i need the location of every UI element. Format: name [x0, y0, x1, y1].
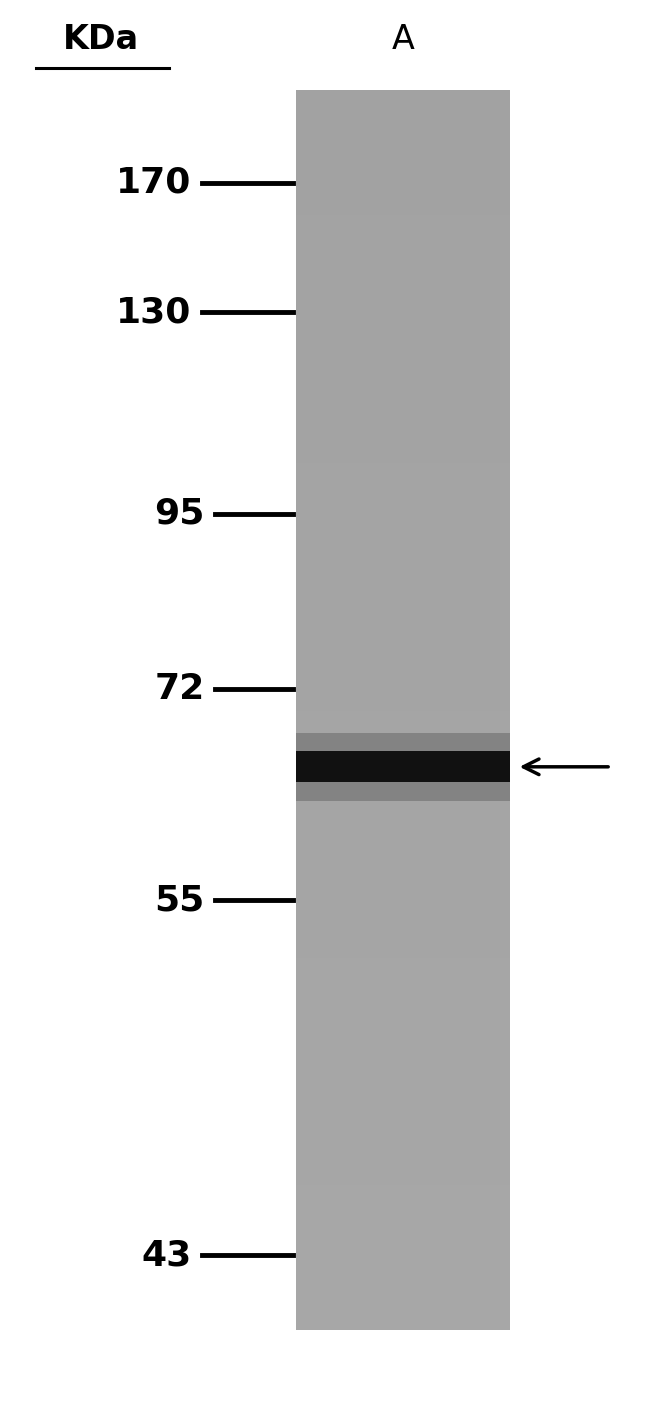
- Bar: [296, 214, 510, 236]
- Bar: [296, 1266, 510, 1289]
- Bar: [296, 297, 510, 318]
- Bar: [296, 317, 510, 339]
- Bar: [296, 461, 510, 484]
- Bar: [296, 606, 510, 628]
- Bar: [296, 545, 510, 566]
- Bar: [296, 895, 510, 917]
- Bar: [296, 91, 510, 1330]
- Bar: [296, 1019, 510, 1041]
- Bar: [296, 255, 510, 277]
- Bar: [296, 957, 510, 979]
- Text: 130: 130: [116, 295, 192, 329]
- Bar: [296, 440, 510, 463]
- Bar: [296, 131, 510, 153]
- Bar: [296, 1040, 510, 1061]
- Text: 55: 55: [155, 884, 205, 917]
- Text: 43: 43: [142, 1238, 192, 1272]
- Bar: [296, 111, 510, 132]
- Bar: [296, 1102, 510, 1123]
- Text: 170: 170: [116, 166, 192, 200]
- Bar: [296, 854, 510, 875]
- Text: KDa: KDa: [62, 23, 139, 56]
- Bar: [296, 751, 510, 782]
- Bar: [296, 421, 510, 442]
- Text: 95: 95: [155, 497, 205, 530]
- Bar: [296, 750, 510, 772]
- Bar: [296, 173, 510, 194]
- Bar: [296, 483, 510, 504]
- Bar: [296, 812, 510, 834]
- Bar: [296, 771, 510, 794]
- Bar: [296, 193, 510, 215]
- Bar: [296, 1059, 510, 1082]
- Bar: [296, 647, 510, 670]
- Bar: [296, 338, 510, 360]
- Text: 72: 72: [155, 673, 205, 706]
- Text: A: A: [391, 23, 415, 56]
- Bar: [296, 688, 510, 711]
- Bar: [296, 730, 510, 751]
- Bar: [296, 276, 510, 298]
- Bar: [296, 359, 510, 380]
- Bar: [296, 1164, 510, 1185]
- Bar: [296, 709, 510, 732]
- Bar: [296, 1204, 510, 1227]
- Bar: [296, 916, 510, 937]
- Bar: [296, 1245, 510, 1268]
- Bar: [296, 1287, 510, 1309]
- Bar: [296, 1307, 510, 1330]
- Bar: [296, 792, 510, 813]
- Bar: [296, 1081, 510, 1103]
- Bar: [296, 1142, 510, 1165]
- Bar: [296, 585, 510, 608]
- Bar: [296, 523, 510, 546]
- Bar: [296, 90, 510, 113]
- Bar: [296, 733, 510, 801]
- Bar: [296, 626, 510, 649]
- Bar: [296, 400, 510, 422]
- Bar: [296, 502, 510, 525]
- Bar: [296, 1225, 510, 1247]
- Bar: [296, 833, 510, 855]
- Bar: [296, 152, 510, 174]
- Bar: [296, 1121, 510, 1144]
- Bar: [296, 874, 510, 896]
- Bar: [296, 564, 510, 587]
- Bar: [296, 378, 510, 401]
- Bar: [296, 1183, 510, 1206]
- Bar: [296, 998, 510, 1020]
- Bar: [296, 978, 510, 999]
- Bar: [296, 235, 510, 256]
- Bar: [296, 936, 510, 958]
- Bar: [296, 668, 510, 689]
